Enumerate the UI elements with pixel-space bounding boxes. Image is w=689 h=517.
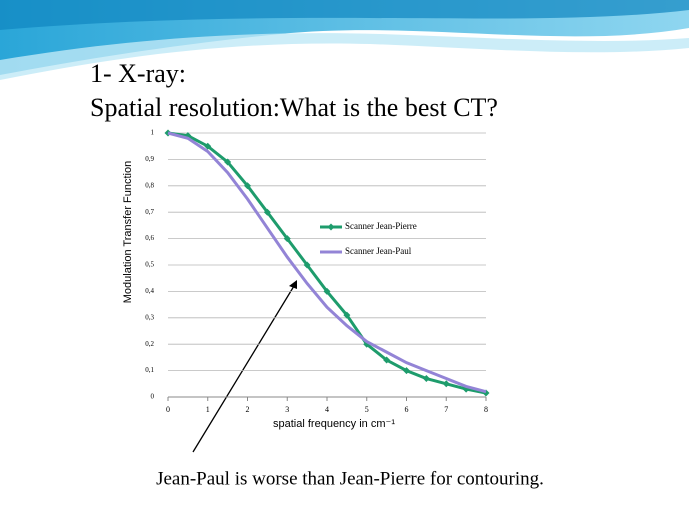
slide-subtitle: Spatial resolution:What is the best CT?: [90, 93, 498, 122]
point-marker: [204, 142, 212, 150]
y-tick-label: 0: [151, 393, 155, 401]
y-axis-label: Modulation Transfer Function: [122, 161, 134, 303]
y-tick-label: 0,4: [145, 287, 154, 295]
point-marker: [442, 380, 450, 388]
y-tick-label: 1: [151, 129, 155, 137]
point-marker: [403, 367, 410, 375]
point-marker: [244, 182, 251, 190]
x-tick-label: 2: [246, 405, 250, 414]
x-tick-label: 5: [365, 405, 369, 414]
series-line: [167, 131, 487, 395]
point-marker: [263, 208, 271, 216]
x-tick-label: 8: [484, 405, 488, 414]
y-tick-label: 0,1: [145, 366, 154, 374]
header-waves: [0, 0, 689, 80]
y-tick-label: 0,3: [145, 313, 154, 321]
point-marker: [343, 311, 351, 319]
y-tick-label: 0,8: [145, 181, 154, 189]
x-tick-label: 1: [206, 405, 210, 414]
point-marker: [303, 261, 311, 269]
y-tick-label: 0,2: [145, 340, 154, 348]
annotation-arrow: [192, 285, 295, 453]
legend-marker: [327, 223, 335, 231]
x-tick-label: 3: [285, 405, 289, 414]
legend-label: Scanner Jean-Paul: [345, 246, 412, 256]
slide-title: 1- X-ray:: [90, 59, 186, 88]
point-marker: [383, 356, 391, 364]
point-marker: [422, 375, 430, 383]
x-tick-label: 0: [166, 405, 170, 414]
x-tick-label: 6: [405, 405, 409, 414]
legend-label: Scanner Jean-Pierre: [345, 221, 417, 231]
annotation: Jean-Paul is worse than Jean-Pierre for …: [156, 468, 544, 489]
x-tick-label: 7: [444, 405, 448, 414]
x-axis-label: spatial frequency in cm⁻¹: [273, 418, 395, 430]
y-tick-label: 0,5: [145, 261, 154, 269]
y-tick-label: 0,9: [145, 155, 154, 163]
arrow-head: [289, 280, 297, 289]
point-marker: [224, 158, 232, 166]
plot: 0 0,1 0,2 0,3 0,4 0,5 0,6 0,7 0,8 0,9 1 0 1 2 3 4 5 6 7 8 Sc…: [145, 129, 490, 414]
y-tick-label: 0,7: [145, 208, 154, 216]
x-tick-label: 4: [325, 405, 329, 414]
point-marker: [323, 287, 331, 295]
series-line: [167, 131, 487, 394]
point-marker: [283, 235, 291, 243]
y-tick-label: 0,6: [145, 234, 154, 242]
